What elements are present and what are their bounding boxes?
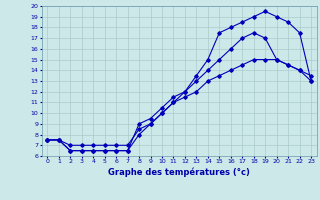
X-axis label: Graphe des températures (°c): Graphe des températures (°c) (108, 167, 250, 177)
